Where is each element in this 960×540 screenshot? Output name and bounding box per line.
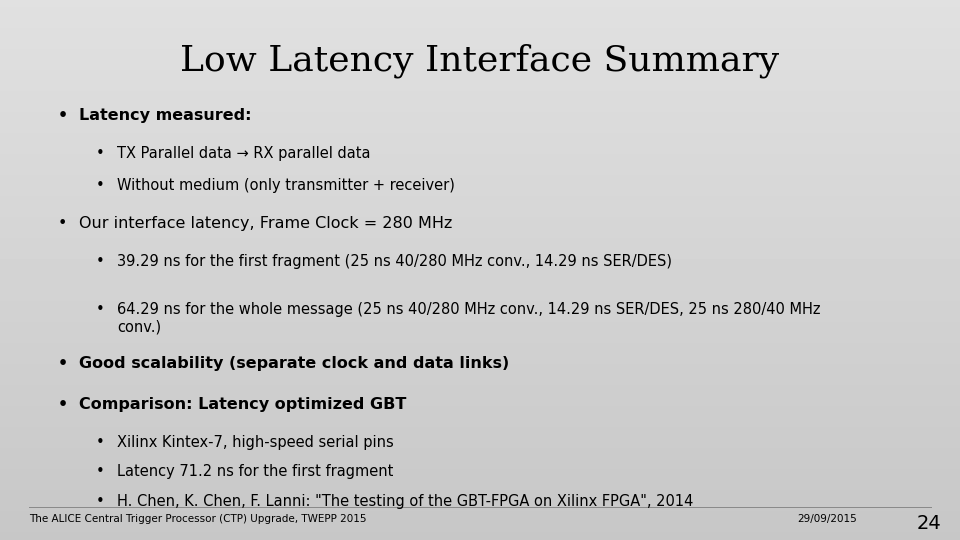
Text: 39.29 ns for the first fragment (25 ns 40/280 MHz conv., 14.29 ns SER/DES): 39.29 ns for the first fragment (25 ns 4… <box>117 254 672 269</box>
Text: Latency 71.2 ns for the first fragment: Latency 71.2 ns for the first fragment <box>117 464 394 480</box>
Text: H. Chen, K. Chen, F. Lanni: "The testing of the GBT-FPGA on Xilinx FPGA", 2014: H. Chen, K. Chen, F. Lanni: "The testing… <box>117 494 693 509</box>
Text: •: • <box>58 397 68 412</box>
Text: The ALICE Central Trigger Processor (CTP) Upgrade, TWEPP 2015: The ALICE Central Trigger Processor (CTP… <box>29 514 367 524</box>
Text: •: • <box>58 356 68 372</box>
Text: Comparison: Latency optimized GBT: Comparison: Latency optimized GBT <box>79 397 406 412</box>
Text: Latency measured:: Latency measured: <box>79 108 252 123</box>
Text: TX Parallel data → RX parallel data: TX Parallel data → RX parallel data <box>117 146 371 161</box>
Text: Good scalability (separate clock and data links): Good scalability (separate clock and dat… <box>79 356 509 372</box>
Text: 64.29 ns for the whole message (25 ns 40/280 MHz conv., 14.29 ns SER/DES, 25 ns : 64.29 ns for the whole message (25 ns 40… <box>117 302 821 335</box>
Text: Our interface latency, Frame Clock = 280 MHz: Our interface latency, Frame Clock = 280… <box>79 216 452 231</box>
Text: •: • <box>58 108 68 123</box>
Text: 29/09/2015: 29/09/2015 <box>797 514 856 524</box>
Text: Low Latency Interface Summary: Low Latency Interface Summary <box>180 43 780 78</box>
Text: •: • <box>96 178 105 193</box>
Text: •: • <box>96 464 105 480</box>
Text: •: • <box>96 435 105 450</box>
Text: •: • <box>96 254 105 269</box>
Text: •: • <box>96 302 105 318</box>
Text: Xilinx Kintex-7, high-speed serial pins: Xilinx Kintex-7, high-speed serial pins <box>117 435 394 450</box>
Text: •: • <box>58 216 67 231</box>
Text: Without medium (only transmitter + receiver): Without medium (only transmitter + recei… <box>117 178 455 193</box>
Text: 24: 24 <box>917 514 942 533</box>
Text: •: • <box>96 494 105 509</box>
Text: •: • <box>96 146 105 161</box>
